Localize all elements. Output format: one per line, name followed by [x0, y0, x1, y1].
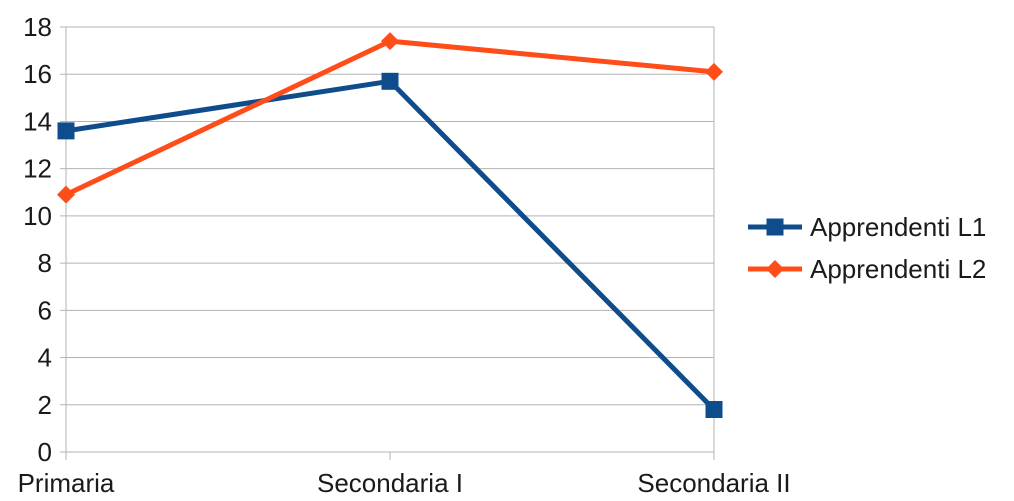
series-2: [57, 32, 723, 204]
x-tick-label: Secondaria II: [637, 468, 790, 496]
gridlines: [66, 26, 715, 452]
legend-item: Apprendenti L2: [748, 254, 986, 284]
x-tick-label: Primaria: [18, 468, 115, 496]
data-point: [57, 185, 75, 204]
y-tick-label: 14: [23, 106, 52, 136]
y-tick-label: 16: [23, 59, 52, 89]
legend-label: Apprendenti L1: [810, 212, 986, 242]
legend-swatch-marker: [766, 218, 784, 236]
legend-label: Apprendenti L2: [810, 254, 986, 284]
data-point: [705, 401, 723, 418]
series-1: [57, 72, 723, 418]
y-tick-label: 0: [38, 437, 52, 467]
y-tick-label: 8: [38, 248, 52, 278]
data-point: [381, 32, 399, 51]
data-series: [57, 32, 723, 418]
series-line: [63, 78, 717, 412]
x-tick-labels: Primaria Secondaria I Secondaria II: [18, 468, 791, 498]
legend: Apprendenti L1 Apprendenti L2: [748, 212, 986, 284]
y-tick-label: 2: [38, 390, 52, 420]
data-point: [705, 62, 723, 81]
data-point: [57, 122, 75, 140]
y-tick-label: 10: [23, 201, 52, 231]
x-tick-label: Secondaria I: [317, 468, 463, 496]
y-tick-label: 18: [23, 12, 52, 42]
axes: [60, 26, 715, 460]
legend-swatch-marker: [766, 260, 784, 278]
y-tick-labels: 0 2 4 6 8 10 12 14 16 18: [23, 12, 52, 467]
y-tick-label: 6: [38, 295, 52, 325]
y-tick-label: 12: [23, 154, 52, 184]
legend-item: Apprendenti L1: [748, 212, 986, 242]
data-point: [381, 72, 399, 90]
y-tick-label: 4: [38, 343, 52, 373]
